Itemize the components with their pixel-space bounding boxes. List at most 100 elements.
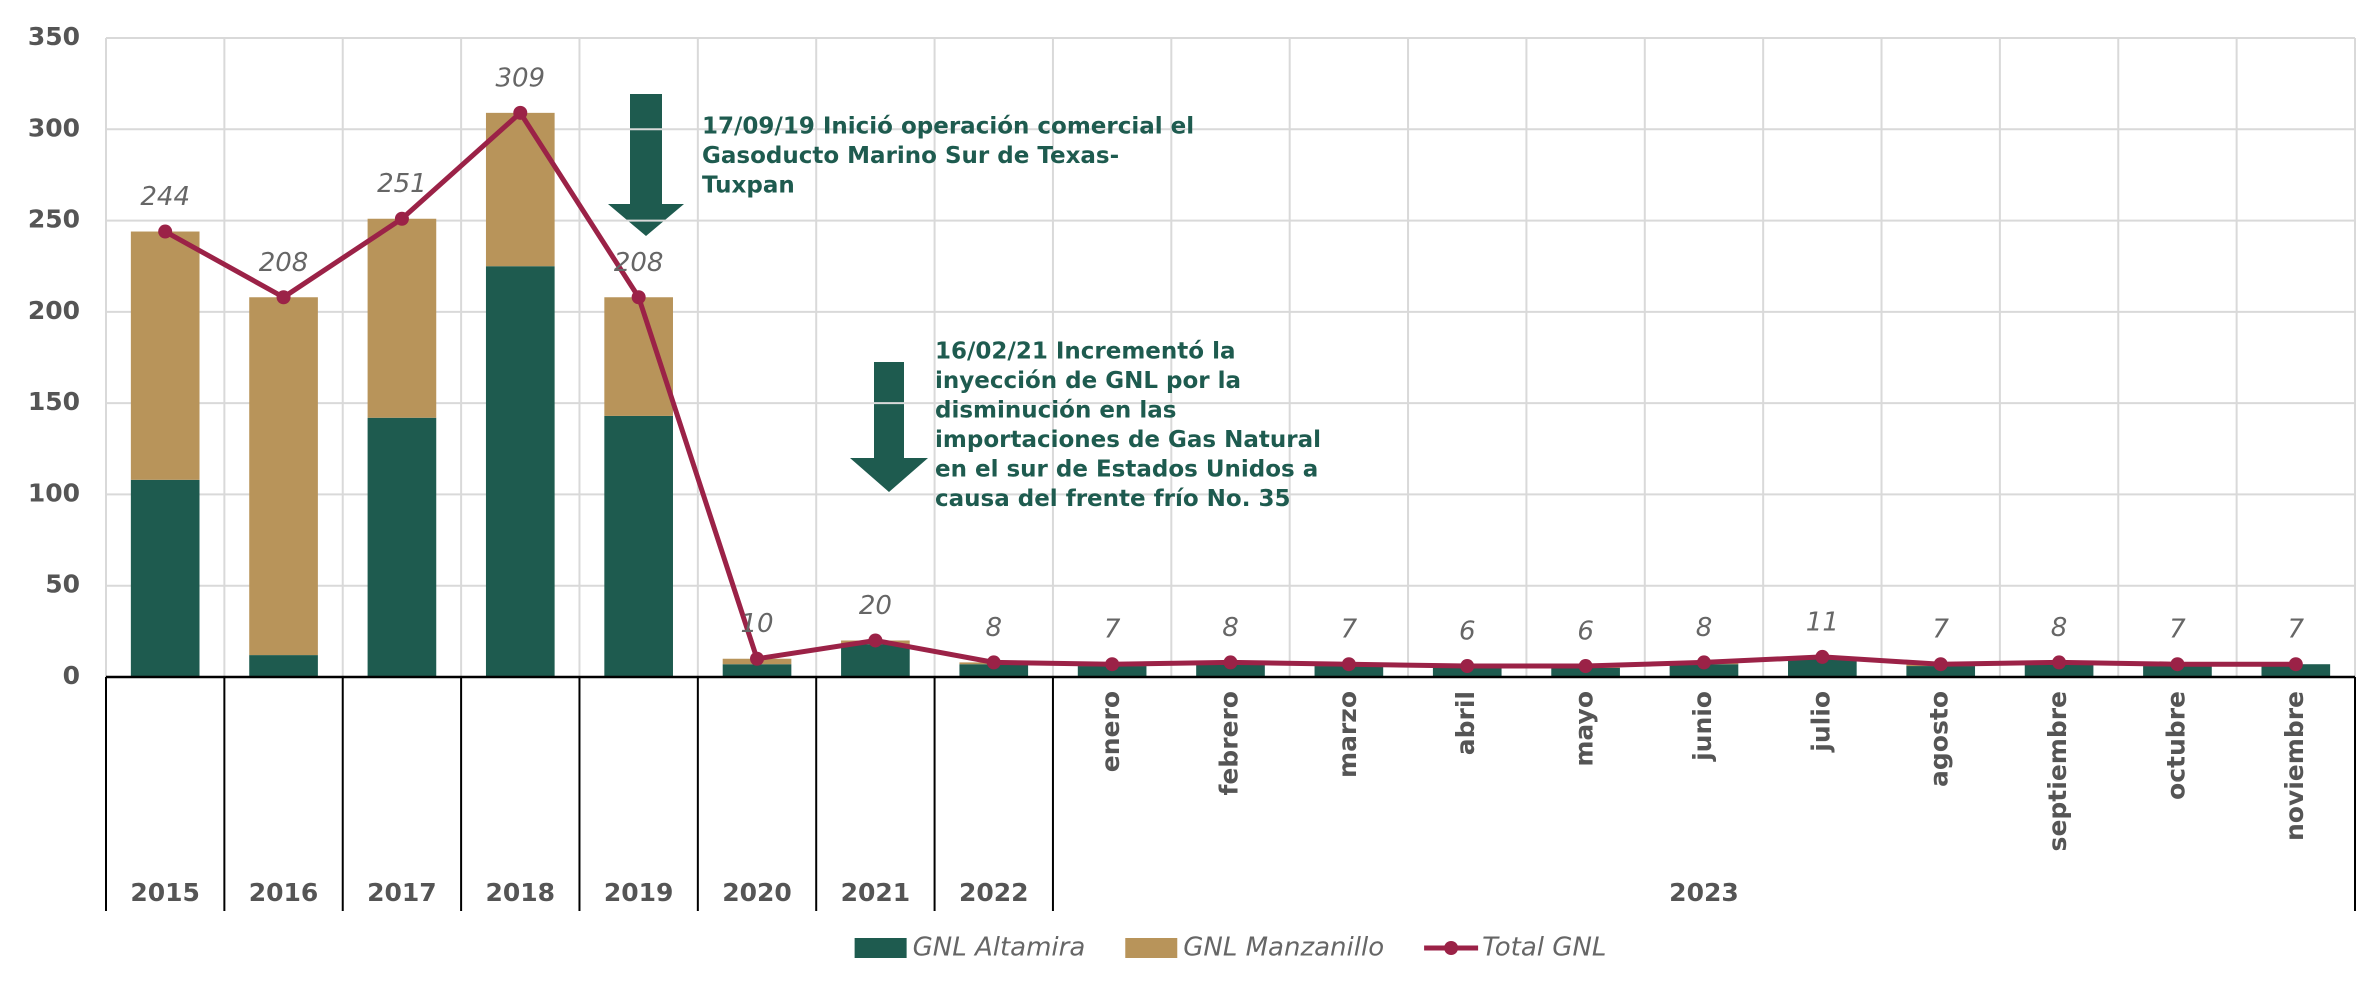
bar <box>249 655 318 677</box>
legend-label: GNL Manzanillo <box>1183 933 1384 963</box>
annotation-arrow <box>850 362 928 492</box>
bar <box>130 479 200 677</box>
x-tick-label: septiembre <box>2043 691 2072 851</box>
line-point <box>1341 657 1356 672</box>
group-label: 2017 <box>367 878 437 907</box>
value-label: 208 <box>259 248 309 278</box>
annotation: disminución en las <box>935 398 1176 424</box>
bar <box>604 297 673 416</box>
line-point <box>1460 659 1475 674</box>
line-point <box>1105 657 1120 672</box>
bar <box>1906 666 1976 677</box>
value-label: 8 <box>2051 613 2068 643</box>
bar <box>959 664 1029 677</box>
annotation: causa del frente frío No. 35 <box>935 486 1290 512</box>
bar <box>2024 664 2094 677</box>
x-tick-label: febrero <box>1215 691 1244 796</box>
x-tick-label: julio <box>1806 691 1835 753</box>
bar <box>130 231 200 480</box>
bar <box>367 417 437 677</box>
bar <box>249 297 318 656</box>
y-tick-label: 200 <box>28 296 80 325</box>
line-point <box>1578 659 1593 674</box>
value-label: 8 <box>985 613 1002 643</box>
group-label: 2019 <box>604 878 674 907</box>
x-tick-label: agosto <box>1925 691 1954 787</box>
annotation: importaciones de Gas Natural <box>935 427 1321 453</box>
group-label: 2018 <box>485 878 555 907</box>
line-point <box>2052 655 2067 670</box>
legend-swatch <box>1444 941 1459 955</box>
group-label: 2016 <box>249 878 319 907</box>
bar <box>485 266 555 677</box>
value-label: 7 <box>1932 615 1949 645</box>
line-point <box>158 224 173 239</box>
value-label: 7 <box>2288 615 2305 645</box>
value-label: 6 <box>1459 617 1476 647</box>
bar <box>1196 664 1265 677</box>
value-label: 20 <box>859 591 892 621</box>
annotation: 16/02/21 Incrementó la <box>935 339 1235 365</box>
line-point <box>1696 655 1711 670</box>
annotation-arrow <box>608 94 684 236</box>
line-point <box>276 290 291 305</box>
bar <box>1077 666 1147 677</box>
value-label: 244 <box>140 182 190 212</box>
legend-label: GNL Altamira <box>913 933 1086 963</box>
line-point <box>868 633 883 648</box>
x-tick-label: junio <box>1688 691 1717 762</box>
line-point <box>1933 657 1948 672</box>
bar <box>1669 664 1739 677</box>
value-label: 251 <box>377 169 427 199</box>
value-label: 8 <box>1222 613 1239 643</box>
value-label: 7 <box>2169 615 2186 645</box>
line-point <box>394 211 409 226</box>
value-label: 8 <box>1696 613 1713 643</box>
value-label: 6 <box>1577 617 1594 647</box>
value-label: 208 <box>614 248 664 278</box>
line-point <box>986 655 1001 670</box>
group-label: 2021 <box>841 878 911 907</box>
bar <box>2143 666 2212 677</box>
legend-label: Total GNL <box>1482 933 1606 963</box>
bar <box>367 218 437 418</box>
x-tick-label: enero <box>1096 691 1125 772</box>
y-tick-label: 250 <box>28 205 80 234</box>
bar <box>1314 666 1384 677</box>
value-label: 10 <box>740 609 773 639</box>
group-label: 2023 <box>1669 878 1739 907</box>
value-label: 7 <box>1104 615 1121 645</box>
legend: GNL Altamira GNL Manzanillo Total GNL <box>854 933 1606 963</box>
group-label: 2020 <box>722 878 792 907</box>
group-label: 2022 <box>959 878 1029 907</box>
group-label: 2015 <box>130 878 200 907</box>
line-point <box>2170 657 2185 672</box>
x-tick-label: octubre <box>2161 691 2190 800</box>
y-tick-label: 150 <box>28 387 80 416</box>
y-tick-label: 100 <box>28 478 80 507</box>
line-point <box>2288 657 2303 672</box>
value-label: 11 <box>1806 607 1839 637</box>
bar <box>841 644 910 677</box>
line-point <box>1223 655 1238 670</box>
x-tick-label: marzo <box>1333 691 1362 778</box>
value-label: 7 <box>1341 615 1358 645</box>
legend-swatch <box>1125 938 1178 958</box>
line-point <box>631 290 646 305</box>
y-tick-label: 0 <box>63 661 80 690</box>
bar <box>604 415 673 677</box>
line-point <box>750 651 765 666</box>
value-label: 309 <box>495 63 545 93</box>
x-tick-label: noviembre <box>2280 691 2309 841</box>
line-point <box>1815 649 1830 664</box>
line-point <box>513 105 528 120</box>
annotation: inyección de GNL por la <box>935 368 1241 394</box>
annotation: 17/09/19 Inició operación comercial el <box>702 114 1194 140</box>
y-tick-label: 50 <box>45 570 80 599</box>
x-tick-label: mayo <box>1570 691 1599 767</box>
legend-swatch <box>854 938 907 958</box>
bar <box>1788 658 1857 677</box>
annotation: Tuxpan <box>702 173 795 199</box>
bar <box>485 112 555 267</box>
